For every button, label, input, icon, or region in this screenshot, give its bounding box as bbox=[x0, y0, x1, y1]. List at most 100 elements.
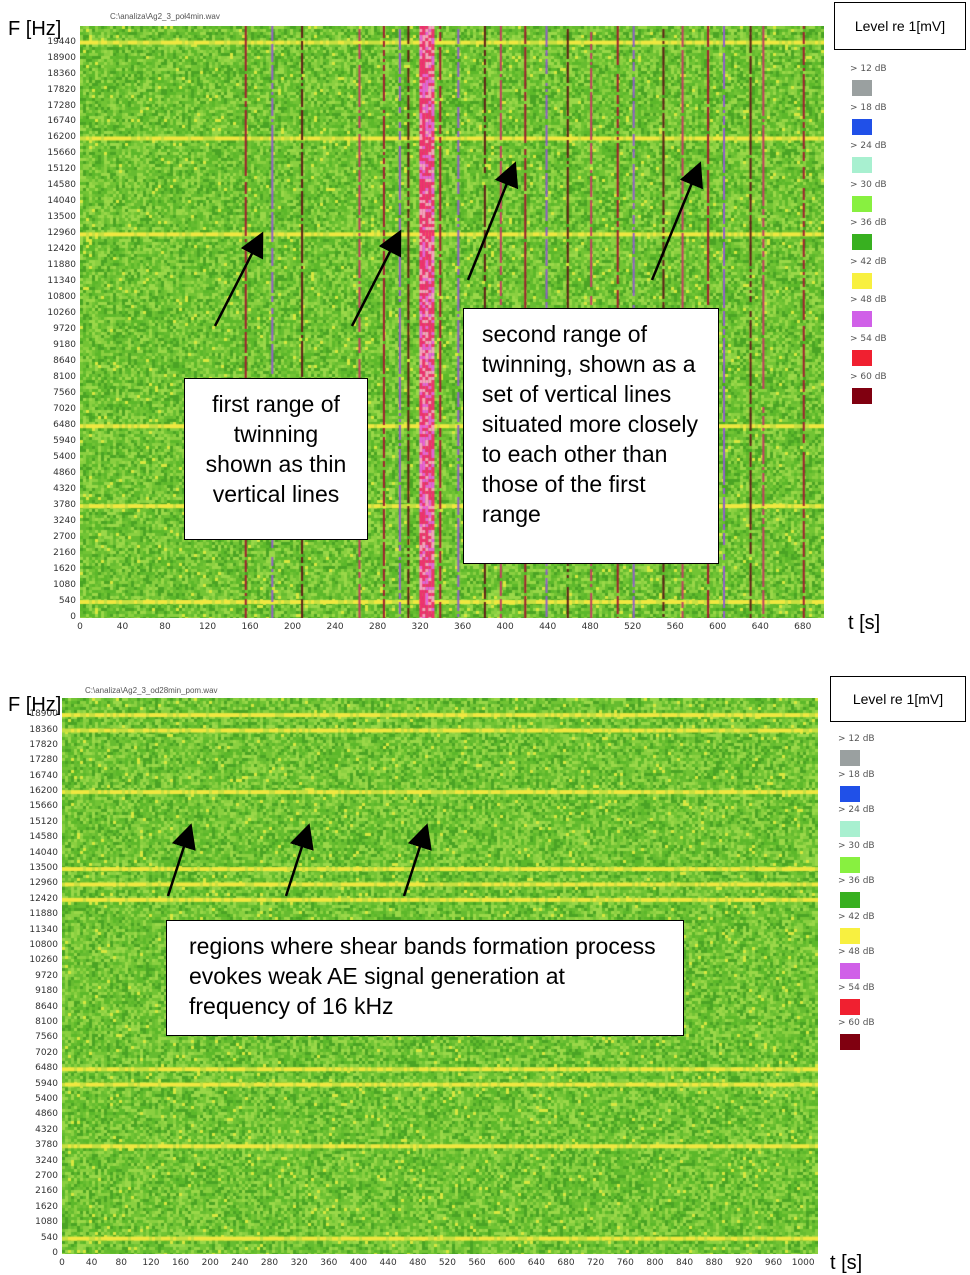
y-tick-label: 11880 bbox=[29, 909, 58, 920]
legend-level-label: > 54 dB bbox=[850, 333, 887, 344]
x-tick-label: 120 bbox=[198, 622, 217, 632]
y-tick-label: 12960 bbox=[47, 228, 76, 239]
legend-swatch bbox=[852, 311, 872, 327]
legend-swatch bbox=[852, 349, 872, 366]
legend-level-label: > 42 dB bbox=[850, 256, 887, 267]
y-tick-label: 12420 bbox=[29, 893, 58, 904]
y-tick-label: 9720 bbox=[53, 324, 76, 335]
x-tick-label: 800 bbox=[646, 1258, 664, 1268]
y-tick-label: 7020 bbox=[53, 404, 76, 415]
x-tick-label: 480 bbox=[581, 622, 599, 632]
x-tick-label: 40 bbox=[85, 1258, 98, 1268]
x-tick-label: 640 bbox=[751, 622, 769, 632]
legend-level-label: > 12 dB bbox=[850, 64, 887, 74]
x-tick-label: 520 bbox=[438, 1258, 456, 1268]
annotation-text: first range of twinning shown as thin ve… bbox=[205, 391, 347, 507]
legend-level-label: > 60 dB bbox=[850, 372, 887, 382]
legend-title-box: Level re 1[mV] bbox=[834, 2, 966, 50]
legend-swatch bbox=[852, 80, 872, 96]
spectrogram-panel-bottom: F [Hz] C:\analiza\Ag2_3_od28min_pom.wav … bbox=[0, 676, 970, 1274]
legend-swatch bbox=[852, 272, 872, 289]
x-tick-label: 440 bbox=[539, 622, 557, 632]
x-tick-label: 680 bbox=[557, 1258, 575, 1268]
x-tick-label: 600 bbox=[498, 1258, 516, 1268]
y-tick-label: 16200 bbox=[29, 786, 58, 797]
y-tick-label: 10800 bbox=[29, 940, 58, 951]
legend-swatch bbox=[852, 157, 872, 173]
x-tick-label: 280 bbox=[369, 622, 387, 632]
y-tick-label: 17280 bbox=[29, 755, 58, 766]
y-tick-label: 12420 bbox=[47, 244, 76, 255]
legend-level-label: > 18 dB bbox=[838, 769, 875, 780]
y-tick-label: 5940 bbox=[53, 436, 76, 447]
legend-level-label: > 30 dB bbox=[838, 840, 875, 851]
legend-swatch bbox=[852, 388, 872, 404]
legend-level-label: > 36 dB bbox=[850, 218, 887, 228]
y-tick-label: 3780 bbox=[35, 1140, 58, 1151]
legend-level-label: > 30 dB bbox=[850, 179, 887, 190]
y-tick-label: 9180 bbox=[35, 986, 58, 997]
file-name: C:\analiza\Ag2_3_poł4min.wav bbox=[110, 12, 220, 21]
y-tick-label: 17280 bbox=[47, 100, 76, 111]
y-tick-label: 5400 bbox=[53, 452, 76, 463]
x-tick-label: 160 bbox=[171, 1258, 190, 1268]
y-tick-label: 2700 bbox=[35, 1171, 58, 1181]
legend-level-label: > 18 dB bbox=[850, 102, 887, 113]
legend-swatch bbox=[840, 892, 860, 908]
annotation-second-range: second range of twinning, shown as a set… bbox=[463, 308, 719, 564]
x-tick-label: 880 bbox=[705, 1258, 723, 1268]
x-tick-label: 320 bbox=[411, 622, 429, 632]
x-tick-label: 1000 bbox=[791, 1258, 815, 1268]
y-tick-label: 15660 bbox=[47, 148, 76, 159]
y-tick-label: 10800 bbox=[47, 292, 76, 303]
y-tick-label: 13500 bbox=[47, 212, 76, 223]
y-tick-label: 18900 bbox=[47, 52, 76, 63]
x-tick-label: 160 bbox=[241, 622, 259, 632]
y-tick-label: 18360 bbox=[47, 68, 76, 79]
x-tick-label: 840 bbox=[675, 1258, 694, 1268]
y-tick-label: 4860 bbox=[53, 468, 76, 479]
x-tick-label: 360 bbox=[320, 1258, 338, 1268]
x-tick-label: 400 bbox=[349, 1258, 368, 1268]
annotation-shear-bands: regions where shear bands formation proc… bbox=[166, 920, 684, 1036]
legend-title: Level re 1[mV] bbox=[852, 691, 944, 707]
y-tick-label: 4860 bbox=[35, 1109, 58, 1120]
x-tick-label: 960 bbox=[764, 1258, 783, 1268]
y-tick-label: 10260 bbox=[29, 955, 58, 966]
x-tick-label: 80 bbox=[115, 1258, 127, 1268]
x-tick-label: 0 bbox=[59, 1258, 65, 1268]
y-tick-label: 1080 bbox=[53, 580, 76, 591]
y-tick-label: 8100 bbox=[53, 372, 76, 383]
x-tick-label: 80 bbox=[159, 622, 171, 632]
y-tick-label: 2160 bbox=[53, 548, 76, 559]
legend-level-label: > 12 dB bbox=[838, 734, 875, 744]
annotation-text: regions where shear bands formation proc… bbox=[189, 933, 656, 1019]
y-tick-label: 1080 bbox=[35, 1217, 58, 1228]
y-tick-label: 16740 bbox=[47, 116, 76, 127]
x-tick-label: 520 bbox=[624, 622, 642, 632]
y-tick-label: 1620 bbox=[35, 1201, 58, 1212]
y-axis-label: F [Hz] bbox=[8, 694, 62, 716]
x-tick-label: 560 bbox=[666, 622, 684, 632]
y-tick-label: 15120 bbox=[29, 816, 58, 827]
x-tick-label: 240 bbox=[326, 622, 344, 632]
x-axis-label: t [s] bbox=[830, 1252, 863, 1274]
file-name: C:\analiza\Ag2_3_od28min_pom.wav bbox=[85, 686, 218, 695]
y-axis-label: F [Hz] bbox=[8, 18, 62, 40]
x-tick-label: 920 bbox=[735, 1258, 753, 1268]
y-tick-label: 11340 bbox=[29, 924, 58, 935]
legend-level-label: > 42 dB bbox=[838, 911, 875, 922]
y-tick-label: 3240 bbox=[35, 1155, 58, 1166]
y-tick-label: 8640 bbox=[53, 356, 76, 367]
y-tick-label: 15660 bbox=[29, 801, 58, 812]
y-tick-label: 9180 bbox=[53, 340, 76, 351]
annotation-text: second range of twinning, shown as a set… bbox=[482, 321, 699, 527]
annotation-first-range: first range of twinning shown as thin ve… bbox=[184, 378, 368, 540]
legend-swatch bbox=[852, 118, 872, 135]
x-tick-label: 240 bbox=[231, 1258, 249, 1268]
y-tick-label: 7020 bbox=[35, 1047, 58, 1058]
y-tick-label: 5400 bbox=[35, 1094, 58, 1105]
y-tick-label: 1620 bbox=[53, 564, 76, 575]
x-tick-label: 40 bbox=[116, 622, 129, 632]
y-tick-label: 12960 bbox=[29, 878, 58, 889]
